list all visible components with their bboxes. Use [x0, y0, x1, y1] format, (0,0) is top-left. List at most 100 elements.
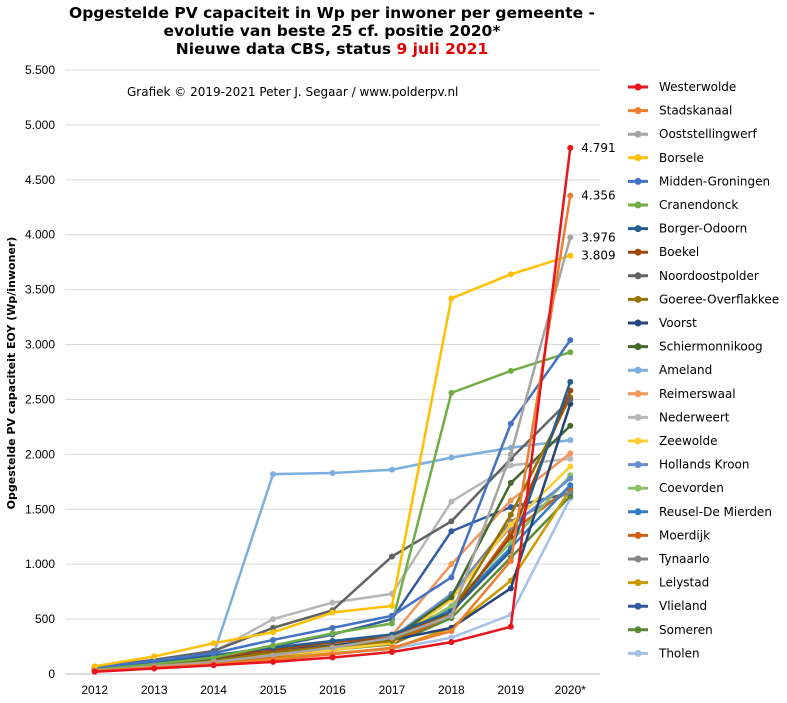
legend-label: Westerwolde: [659, 80, 736, 94]
data-point: [567, 475, 574, 482]
legend-item: Borsele: [628, 151, 704, 165]
data-point: [448, 612, 455, 619]
legend-label: Someren: [659, 623, 713, 637]
legend-label: Vlieland: [659, 599, 707, 613]
legend-swatch-marker: [634, 130, 642, 138]
data-point: [270, 636, 277, 643]
y-tick-label: 1.500: [25, 502, 55, 516]
data-point: [329, 599, 336, 606]
data-point: [388, 634, 395, 641]
y-tick-label: 5.500: [25, 63, 55, 77]
legend-label: Nederweert: [659, 410, 730, 424]
x-tick-label: 2020*: [555, 683, 587, 697]
legend-swatch-marker: [634, 579, 642, 587]
legend-swatch-marker: [634, 484, 642, 492]
data-point: [507, 585, 514, 592]
end-value-label: 3.809: [581, 249, 615, 263]
legend-label: Midden-Groningen: [659, 174, 770, 188]
y-tick-label: 1.000: [25, 557, 55, 571]
legend-item: Noordoostpolder: [628, 269, 759, 283]
data-point: [567, 144, 574, 151]
series-lines: [91, 144, 574, 675]
data-point: [329, 630, 336, 637]
data-point: [507, 271, 514, 278]
data-point: [329, 624, 336, 631]
data-point: [448, 454, 455, 461]
legend-item: Boekel: [628, 245, 699, 259]
chart-title-line3: Nieuwe data CBS, status 9 juli 2021: [176, 40, 488, 58]
data-point: [448, 628, 455, 635]
data-point: [151, 653, 158, 660]
data-point: [151, 657, 158, 664]
legend-label: Cranendonck: [659, 198, 738, 212]
x-tick-label: 2014: [200, 683, 227, 697]
legend-label: Hollands Kroon: [659, 458, 750, 472]
legend-label: Reusel-De Mierden: [659, 505, 772, 519]
legend-item: Stadskanaal: [628, 104, 732, 118]
chart-title-date: 9 juli 2021: [396, 40, 488, 58]
data-point: [448, 634, 455, 641]
legend-label: Ooststellingwerf: [659, 127, 757, 141]
data-point: [329, 470, 336, 477]
data-point: [507, 557, 514, 564]
legend-item: Cranendonck: [628, 198, 738, 212]
legend-swatch-marker: [634, 390, 642, 398]
y-tick-label: 5.000: [25, 118, 55, 132]
legend-item: Voorst: [628, 316, 697, 330]
data-point: [448, 528, 455, 535]
data-point: [448, 602, 455, 609]
x-tick-labels: 2012 2013 2014 2015 2016 2017 2018 2019 2020*: [81, 683, 586, 697]
data-point: [329, 644, 336, 651]
y-tick-labels: 0 500 1.000 1.500 2.000 2.500 3.000 3.500 4.000 4…: [25, 63, 55, 681]
y-tick-label: 4.000: [25, 228, 55, 242]
data-point: [270, 624, 277, 631]
legend-swatch-marker: [634, 413, 642, 421]
legend-item: Ooststellingwerf: [628, 127, 757, 141]
data-point: [210, 640, 217, 647]
data-point: [507, 420, 514, 427]
data-point: [91, 663, 98, 670]
data-point: [567, 192, 574, 199]
data-point: [507, 521, 514, 528]
legend-label: Voorst: [659, 316, 697, 330]
data-point: [329, 654, 336, 661]
data-point: [270, 629, 277, 636]
data-point: [210, 662, 217, 669]
data-point: [567, 378, 574, 385]
series-line: [94, 195, 572, 672]
data-point: [151, 665, 158, 672]
legend-label: Lelystad: [659, 576, 709, 590]
data-point: [567, 437, 574, 444]
end-value-label: 3.976: [581, 230, 615, 244]
y-tick-label: 3.000: [25, 338, 55, 352]
data-point: [388, 644, 395, 651]
y-tick-label: 3.500: [25, 283, 55, 297]
series-line: [94, 147, 572, 674]
legend-swatch-marker: [634, 177, 642, 185]
legend-swatch-marker: [634, 201, 642, 209]
legend-swatch-marker: [634, 107, 642, 115]
data-point: [448, 574, 455, 581]
x-tick-label: 2018: [438, 683, 465, 697]
data-point: [507, 462, 514, 469]
legend-label: Zeewolde: [659, 434, 717, 448]
legend-label: Borsele: [659, 151, 704, 165]
data-point: [270, 616, 277, 623]
x-tick-label: 2017: [379, 683, 406, 697]
legend-item: Moerdijk: [628, 528, 710, 542]
legend-item: Coevorden: [628, 481, 724, 495]
data-point: [448, 594, 455, 601]
data-point: [567, 450, 574, 457]
legend-swatch-marker: [634, 83, 642, 91]
legend-swatch-marker: [634, 272, 642, 280]
gridlines: [65, 69, 600, 675]
legend-swatch-marker: [634, 343, 642, 351]
data-point: [388, 620, 395, 627]
legend: Westerwolde Stadskanaal Ooststellingwerf Bo…: [628, 80, 779, 660]
chart-title-line1: Opgestelde PV capaciteit in Wp per inwon…: [69, 4, 595, 22]
legend-item: Tholen: [628, 646, 700, 660]
data-point: [567, 463, 574, 470]
legend-swatch-marker: [634, 649, 642, 657]
legend-label: Borger-Odoorn: [659, 222, 747, 236]
